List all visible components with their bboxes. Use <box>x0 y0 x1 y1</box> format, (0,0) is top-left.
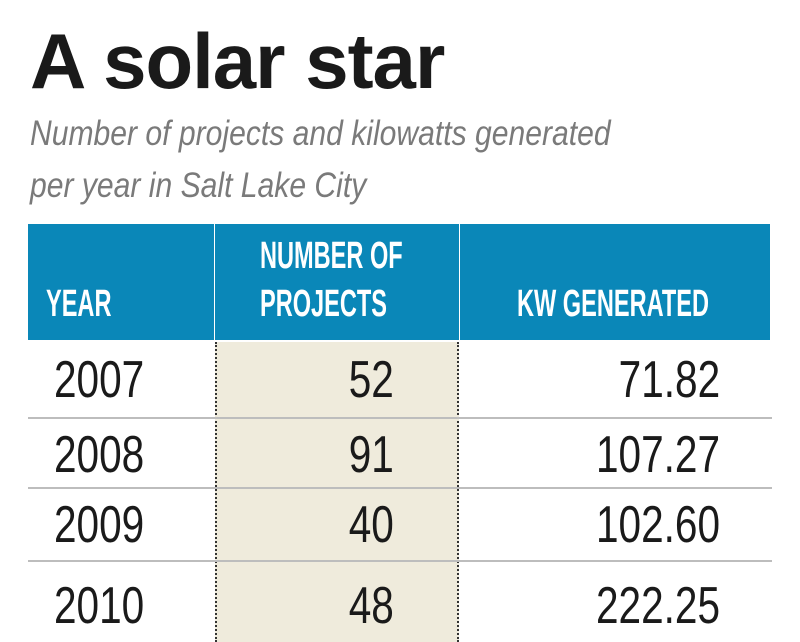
table-row: 2007 52 71.82 <box>28 342 772 419</box>
chart-subtitle: Number of projects and kilowatts generat… <box>30 108 787 212</box>
header-year-label: YEAR <box>46 283 112 325</box>
table-row: 2009 40 102.60 <box>28 487 772 562</box>
projects-cell: 91 <box>348 426 394 484</box>
table-row: 2008 91 107.27 <box>28 417 772 489</box>
projects-column-highlight <box>215 342 459 642</box>
header-kw-label: KW GENERATED <box>517 283 709 325</box>
header-line: NUMBER OF <box>260 235 403 277</box>
projects-cell: 52 <box>348 351 394 409</box>
header-year: YEAR <box>28 224 214 340</box>
header-projects: NUMBER OF PROJECTS <box>215 224 459 340</box>
chart-title: A solar star <box>30 17 445 105</box>
header-projects-label: NUMBER OF PROJECTS <box>260 232 403 328</box>
kw-cell: 107.27 <box>595 426 720 484</box>
subtitle-line: per year in Salt Lake City <box>30 166 367 205</box>
year-cell: 2008 <box>54 426 145 484</box>
year-cell: 2009 <box>54 496 145 554</box>
kw-cell: 71.82 <box>618 351 720 409</box>
projects-cell: 48 <box>348 577 394 635</box>
year-cell: 2010 <box>54 577 145 635</box>
kw-cell: 222.25 <box>595 577 720 635</box>
kw-cell: 102.60 <box>595 496 720 554</box>
subtitle-line: Number of projects and kilowatts generat… <box>30 114 611 153</box>
projects-cell: 40 <box>348 496 394 554</box>
table-row: 2010 48 222.25 <box>28 560 772 640</box>
year-cell: 2007 <box>54 351 145 409</box>
header-kw: KW GENERATED <box>460 224 770 340</box>
header-line: PROJECTS <box>260 283 387 325</box>
